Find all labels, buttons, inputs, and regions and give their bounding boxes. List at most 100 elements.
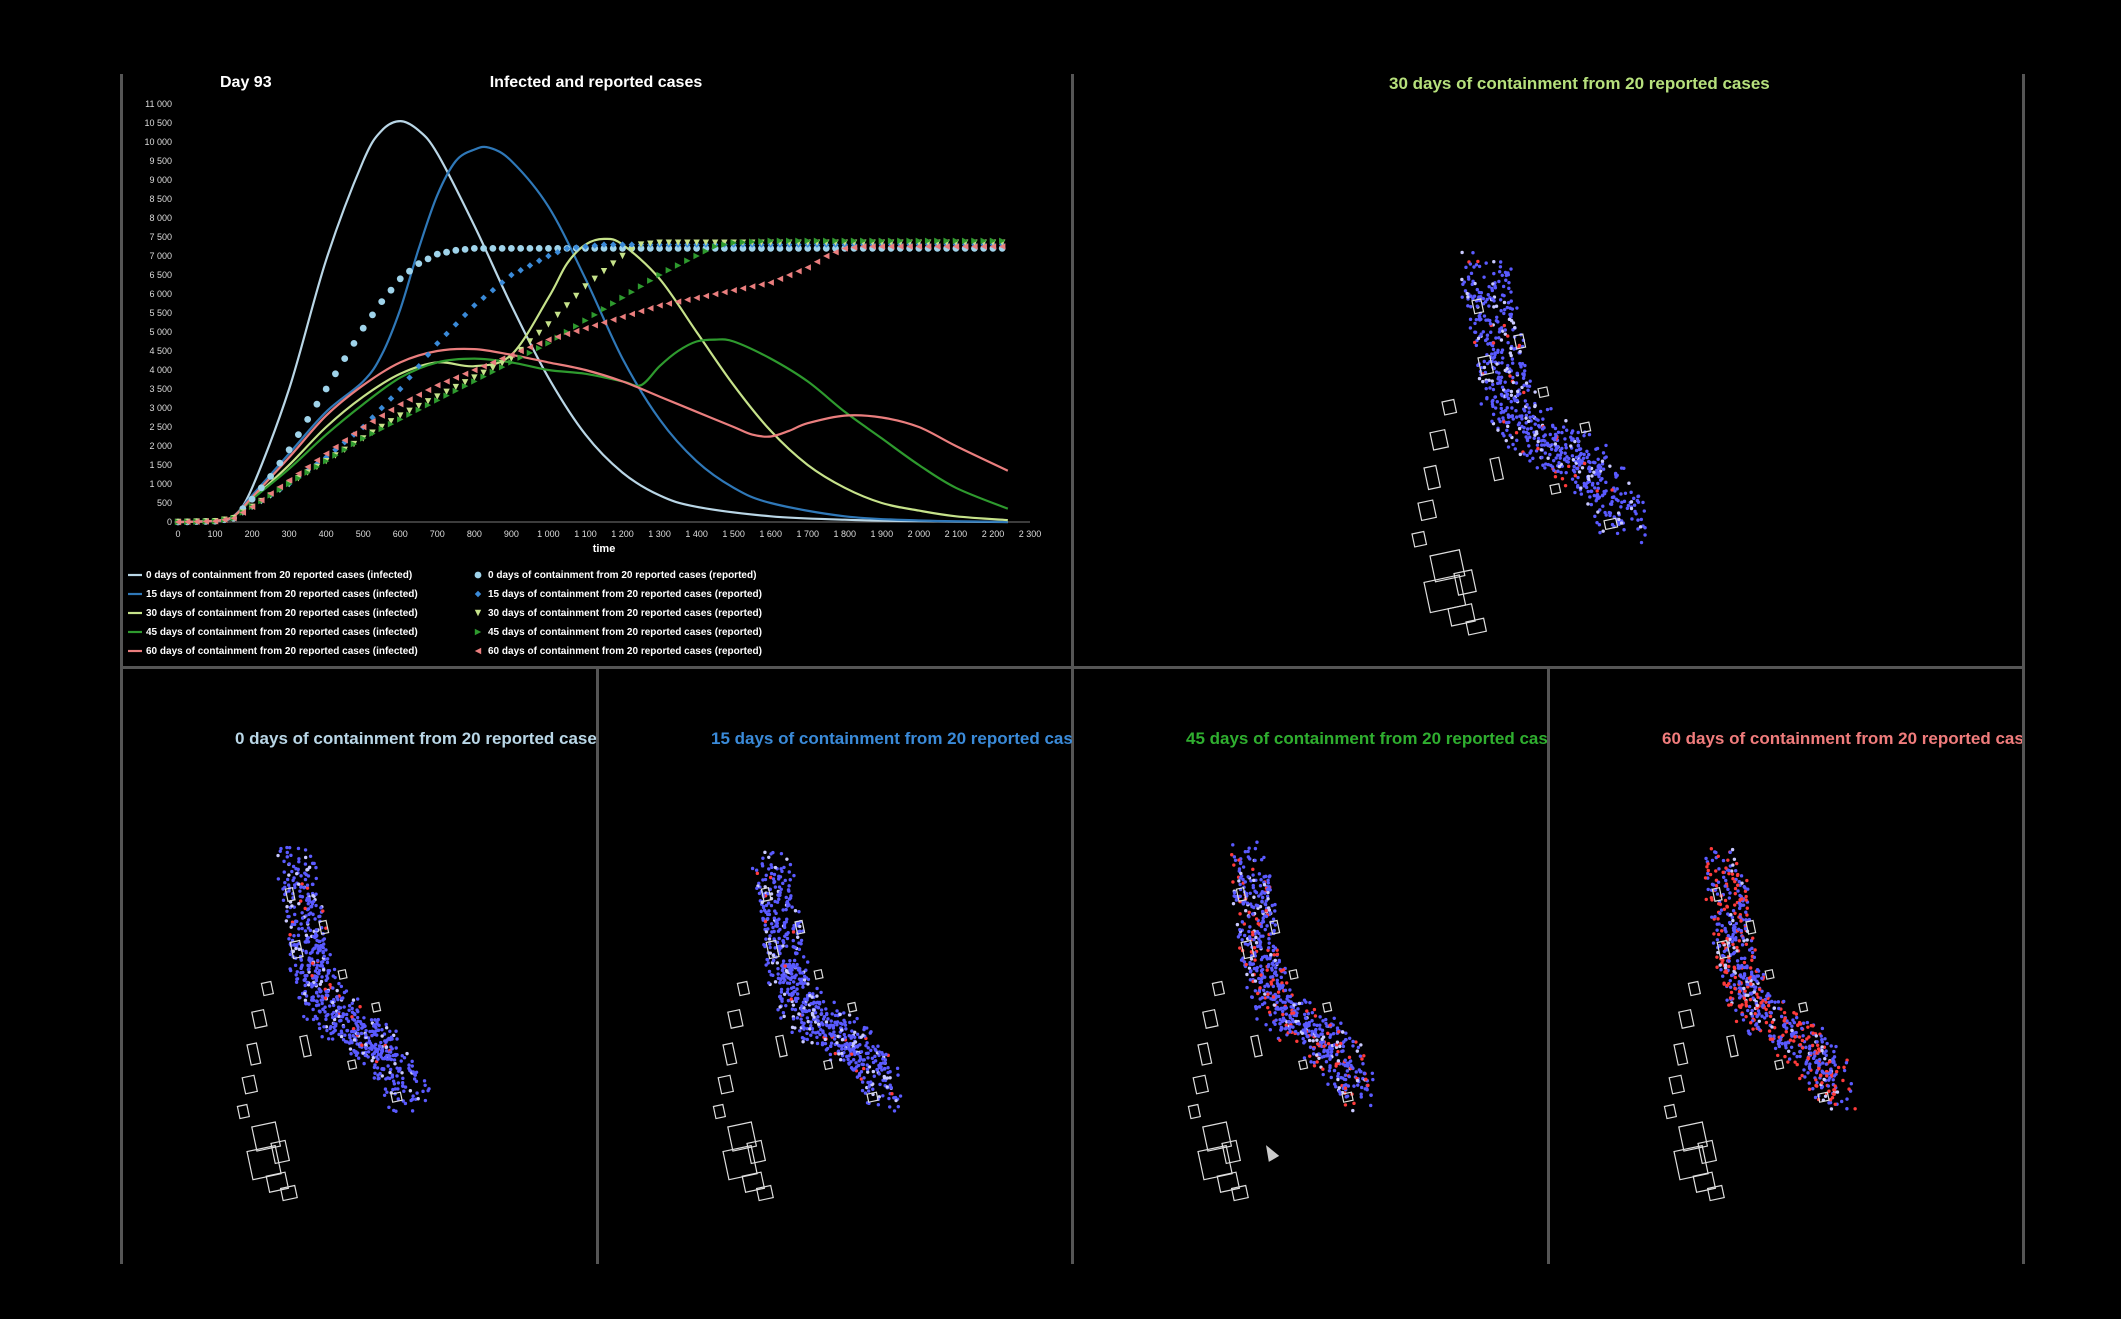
case-dot	[1324, 1060, 1329, 1064]
case-dot	[1800, 1038, 1805, 1043]
case-dot	[1343, 1077, 1348, 1082]
case-dot	[860, 1062, 864, 1066]
legend-label: 60 days of containment from 20 reported …	[146, 646, 418, 657]
data-point	[378, 412, 385, 419]
case-dot	[1782, 999, 1786, 1004]
case-dot	[866, 1070, 870, 1074]
case-dot	[850, 1034, 854, 1038]
case-dot	[1336, 1059, 1341, 1063]
case-dot	[865, 1067, 870, 1071]
case-dot	[1508, 433, 1512, 438]
case-dot	[294, 980, 299, 984]
data-point	[545, 245, 552, 252]
case-dot	[1313, 1014, 1318, 1018]
building-outline	[1678, 1008, 1695, 1029]
case-dot	[1573, 439, 1577, 444]
case-dot	[1326, 1053, 1330, 1058]
data-point	[850, 244, 858, 251]
case-dot	[1726, 933, 1731, 938]
case-dot	[1260, 1002, 1265, 1007]
case-dot	[1370, 1071, 1375, 1075]
divider-vertical-bottom-left	[596, 666, 599, 1264]
building-outline	[1673, 1144, 1709, 1181]
building-outline	[1687, 980, 1702, 997]
case-dot	[761, 917, 766, 921]
case-dot	[1730, 847, 1735, 852]
case-dot	[1238, 928, 1242, 932]
case-dot	[1588, 495, 1592, 499]
y-tick-label: 9 000	[149, 175, 172, 185]
case-dot	[1462, 280, 1466, 284]
case-dot	[1255, 929, 1260, 934]
case-dot	[835, 1023, 839, 1027]
case-dot	[1313, 1031, 1318, 1035]
case-dot	[1735, 949, 1739, 953]
case-dot	[1720, 923, 1724, 928]
case-dot	[352, 1018, 356, 1022]
case-dot	[1322, 1049, 1326, 1054]
case-dot	[1487, 284, 1491, 289]
case-dot	[819, 990, 823, 995]
case-dot	[1706, 887, 1710, 892]
case-dot	[1499, 402, 1503, 407]
x-tick-label: 600	[393, 529, 408, 539]
case-dot	[1242, 933, 1247, 938]
data-point	[350, 430, 358, 437]
case-dot	[311, 1017, 316, 1022]
case-dot	[1608, 464, 1612, 468]
data-point	[600, 319, 608, 326]
case-dot	[1250, 930, 1255, 934]
case-dot	[1472, 340, 1477, 345]
case-dot	[324, 948, 328, 952]
case-dot	[310, 974, 314, 978]
case-dot	[1494, 370, 1499, 374]
case-dot	[1351, 1039, 1355, 1044]
case-dot	[1528, 435, 1532, 439]
case-dot	[400, 1053, 404, 1058]
building-outline	[741, 1171, 766, 1193]
case-dot	[1847, 1087, 1851, 1091]
case-dot	[1734, 1008, 1738, 1012]
case-dot	[1336, 1071, 1341, 1076]
case-dot	[315, 966, 319, 970]
case-dot	[1826, 1084, 1831, 1088]
case-dot	[331, 974, 335, 978]
case-dot	[1739, 919, 1743, 923]
case-dot	[1273, 923, 1278, 927]
case-dot	[347, 1008, 351, 1012]
case-dot	[1351, 1108, 1355, 1113]
building-outline	[794, 919, 806, 935]
case-dot	[787, 981, 792, 985]
case-dot	[348, 1035, 352, 1040]
case-dot	[821, 1030, 825, 1035]
case-dot	[1345, 1061, 1349, 1065]
data-point	[656, 239, 663, 246]
case-dot	[1497, 417, 1501, 421]
case-dot	[1317, 1056, 1321, 1061]
case-dot	[1818, 1062, 1822, 1067]
case-dot	[840, 1047, 844, 1051]
data-point	[285, 480, 293, 488]
series-dots-3	[174, 237, 1006, 526]
case-dot	[851, 1041, 856, 1046]
case-dot	[779, 990, 784, 994]
legend-swatch	[474, 590, 482, 598]
x-tick-label: 900	[504, 529, 519, 539]
case-dot	[1232, 890, 1237, 895]
case-dot	[1740, 943, 1745, 947]
case-dot	[331, 1003, 336, 1008]
case-dot	[1493, 406, 1498, 410]
case-dot	[317, 948, 322, 953]
case-dot	[352, 1029, 357, 1033]
case-dot	[1761, 998, 1765, 1003]
case-dot	[1783, 1054, 1787, 1059]
data-point	[508, 271, 515, 279]
case-dot	[1239, 860, 1243, 864]
case-dot	[322, 1025, 326, 1029]
case-dot	[1527, 384, 1532, 388]
data-point	[943, 243, 950, 250]
data-point	[221, 516, 228, 523]
case-dot	[1251, 933, 1255, 937]
legend-label: 30 days of containment from 20 reported …	[488, 608, 762, 619]
case-dot	[392, 1082, 397, 1086]
